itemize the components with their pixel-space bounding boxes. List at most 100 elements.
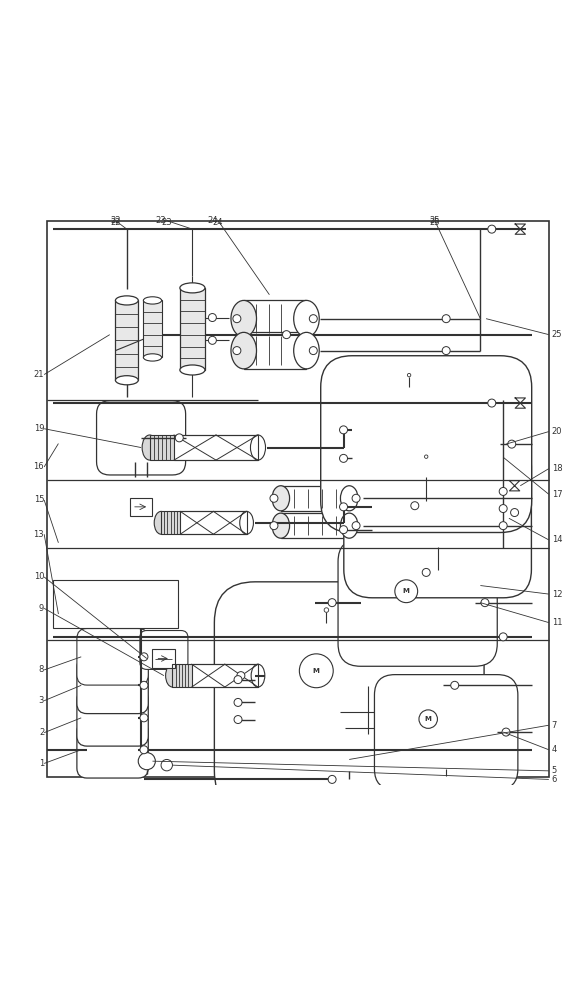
Circle shape	[499, 487, 507, 495]
Bar	[150, 435, 174, 460]
Circle shape	[209, 336, 217, 344]
Bar	[53, 580, 178, 628]
Circle shape	[511, 509, 519, 517]
Circle shape	[352, 522, 360, 530]
Circle shape	[299, 654, 333, 688]
Circle shape	[234, 676, 242, 684]
Circle shape	[161, 759, 172, 771]
FancyBboxPatch shape	[77, 690, 148, 746]
Circle shape	[175, 434, 183, 442]
Text: M: M	[313, 668, 320, 674]
FancyBboxPatch shape	[140, 631, 188, 669]
Circle shape	[442, 347, 450, 355]
Circle shape	[282, 331, 291, 339]
FancyBboxPatch shape	[321, 356, 532, 533]
Circle shape	[488, 399, 496, 407]
Ellipse shape	[294, 332, 319, 369]
FancyBboxPatch shape	[77, 721, 148, 778]
Circle shape	[140, 714, 148, 722]
Circle shape	[140, 746, 148, 754]
Circle shape	[140, 681, 148, 689]
Circle shape	[411, 502, 419, 510]
Text: 22: 22	[110, 218, 121, 227]
FancyBboxPatch shape	[375, 675, 518, 790]
Circle shape	[340, 526, 347, 534]
Text: 7: 7	[552, 721, 557, 730]
Circle shape	[422, 568, 430, 576]
Circle shape	[328, 775, 336, 783]
Text: 6: 6	[552, 775, 557, 784]
Text: 21: 21	[34, 370, 44, 379]
Text: 25: 25	[552, 330, 562, 339]
Circle shape	[309, 347, 317, 355]
Ellipse shape	[294, 300, 319, 337]
FancyBboxPatch shape	[97, 401, 186, 475]
Text: 16: 16	[34, 462, 44, 471]
Text: 4: 4	[552, 745, 557, 754]
Circle shape	[407, 373, 411, 377]
Ellipse shape	[154, 511, 168, 534]
Circle shape	[451, 681, 459, 689]
Text: 14: 14	[552, 535, 562, 544]
Ellipse shape	[115, 376, 138, 385]
Text: 1: 1	[39, 759, 44, 768]
Text: 25: 25	[430, 218, 440, 227]
Text: 20: 20	[552, 427, 562, 436]
Ellipse shape	[240, 511, 253, 534]
Text: 8: 8	[39, 665, 44, 674]
Circle shape	[234, 698, 242, 706]
FancyBboxPatch shape	[77, 657, 148, 714]
Circle shape	[499, 633, 507, 641]
FancyBboxPatch shape	[214, 582, 484, 812]
Circle shape	[419, 710, 437, 728]
Bar	[47, 221, 549, 777]
Text: 24: 24	[213, 218, 223, 227]
Circle shape	[502, 728, 510, 736]
Ellipse shape	[166, 664, 179, 687]
Circle shape	[234, 716, 242, 724]
Text: 10: 10	[34, 572, 44, 581]
Bar	[129, 498, 152, 516]
Text: 12: 12	[552, 590, 562, 599]
Text: 11: 11	[552, 618, 562, 627]
Bar	[172, 664, 258, 687]
Text: 3: 3	[39, 696, 44, 705]
Circle shape	[442, 315, 450, 323]
FancyBboxPatch shape	[77, 629, 148, 685]
Ellipse shape	[142, 435, 157, 460]
Circle shape	[237, 672, 245, 680]
Text: 23: 23	[156, 216, 166, 225]
Bar	[152, 649, 175, 668]
Bar	[244, 300, 307, 337]
Circle shape	[352, 494, 360, 502]
Ellipse shape	[250, 435, 265, 460]
Circle shape	[340, 503, 347, 511]
Bar	[115, 300, 138, 380]
Ellipse shape	[231, 332, 257, 369]
Text: 24: 24	[207, 216, 218, 225]
Ellipse shape	[115, 296, 138, 305]
Text: 18: 18	[552, 464, 562, 473]
Circle shape	[340, 426, 347, 434]
Text: 23: 23	[162, 218, 172, 227]
Text: M: M	[425, 716, 431, 722]
Circle shape	[270, 522, 278, 530]
Bar	[143, 300, 162, 357]
Bar	[180, 511, 246, 534]
Ellipse shape	[272, 513, 289, 538]
Bar	[244, 332, 307, 369]
Bar	[281, 486, 349, 511]
Circle shape	[138, 753, 155, 770]
Ellipse shape	[340, 486, 358, 511]
Ellipse shape	[180, 283, 205, 293]
Ellipse shape	[231, 300, 257, 337]
Text: 17: 17	[552, 490, 562, 499]
Circle shape	[508, 440, 516, 448]
Text: 19: 19	[34, 424, 44, 433]
Circle shape	[481, 599, 489, 607]
Circle shape	[209, 314, 217, 322]
Circle shape	[328, 599, 336, 607]
Ellipse shape	[143, 297, 162, 304]
Ellipse shape	[251, 664, 265, 687]
Bar	[150, 435, 258, 460]
